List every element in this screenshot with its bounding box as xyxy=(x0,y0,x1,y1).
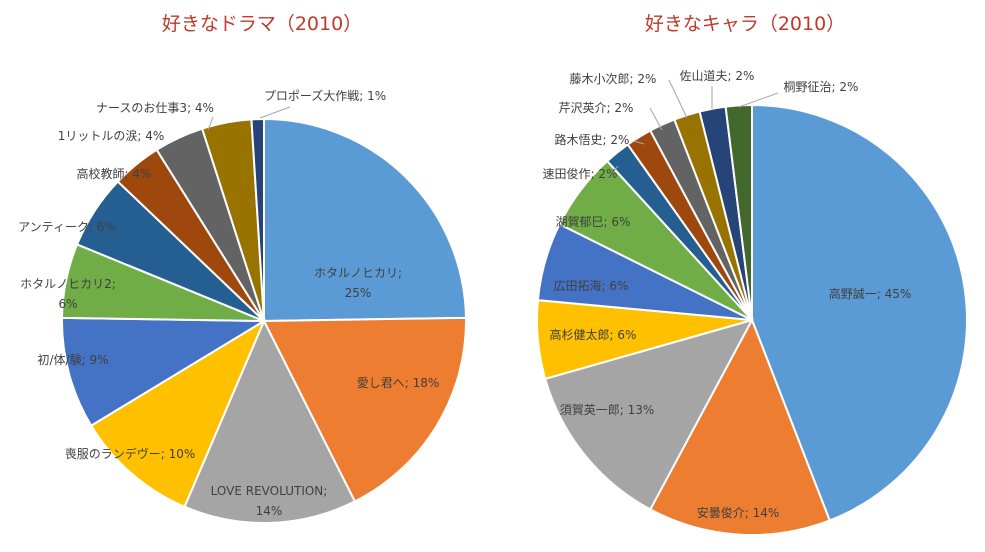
pie-slice-LOVE REVOLUTION xyxy=(183,318,357,525)
data-label-1リットルの涙: 1リットルの涙; 4% xyxy=(58,128,165,143)
data-label-愛し君へ: 愛し君へ; 18% xyxy=(357,376,440,390)
data-label-安曇俊介: 安曇俊介; 14% xyxy=(697,505,780,520)
pie-slice-安曇俊介 xyxy=(648,317,831,536)
pie-slice-ホタルノヒカリ xyxy=(263,117,467,323)
pie-slice-桐野征治 xyxy=(724,103,753,321)
drama-pie-chart: 好きなドラマ（2010） ホタルノヒカリ; 25% 愛し君へ; 18% LOVE RE… xyxy=(18,13,467,525)
data-label-佐山道夫: 佐山道夫; 2% xyxy=(680,69,755,83)
data-label-LOVE REVOLUTION: LOVE REVOLUTION; xyxy=(211,484,328,498)
data-label-pct-ホタルノヒカリ2: 6% xyxy=(58,297,77,311)
data-label-pct-ホタルノヒカリ: 25% xyxy=(345,286,372,300)
data-label-路木悟史: 路木悟史; 2% xyxy=(555,132,630,147)
data-label-広田拓海: 広田拓海; 6% xyxy=(554,278,629,293)
data-label-ホタルノヒカリ: ホタルノヒカリ; xyxy=(314,266,402,280)
data-label-速田俊作: 速田俊作; 2% xyxy=(543,166,618,181)
pie-slice-愛し君へ xyxy=(262,316,467,503)
pie-slice-高野誠一 xyxy=(751,103,968,522)
pie-slice-プロポーズ大作戦 xyxy=(250,117,265,322)
data-label-ナースのお仕事3: ナースのお仕事3; 4% xyxy=(96,101,214,115)
leader-line-桐野征治 xyxy=(738,92,779,108)
data-label-アンティーク: アンティーク; 6% xyxy=(18,220,116,234)
data-label-藤木小次郎: 藤木小次郎; 2% xyxy=(570,72,657,86)
data-label-桐野征治: 桐野征治; 2% xyxy=(784,80,859,94)
data-label-高校教師: 高校教師; 4% xyxy=(77,166,152,181)
leader-line-速田俊作 xyxy=(610,165,619,175)
leader-line-芹沢英介 xyxy=(649,107,663,131)
pie-slice-初/体/験 xyxy=(61,316,268,427)
character-pie-chart: 好きなキャラ（2010） 高野誠一; 45% 安曇俊介; 14% 須賀英一郎; 13… xyxy=(536,13,968,536)
pie-slice-須賀英一郎 xyxy=(543,318,754,511)
leader-line-ナースのお仕事3 xyxy=(207,116,214,131)
data-label-ホタルノヒカリ2: ホタルノヒカリ2; xyxy=(20,277,116,291)
leader-line-藤木小次郎 xyxy=(668,79,688,119)
data-label-初/体/験: 初/体/験; 9% xyxy=(38,352,109,367)
data-label-須賀英一郎: 須賀英一郎; 13% xyxy=(560,403,655,417)
data-label-芹沢英介: 芹沢英介; 2% xyxy=(559,101,634,115)
data-label-プロポーズ大作戦: プロポーズ大作戦; 1% xyxy=(264,88,386,103)
data-label-高野誠一: 高野誠一; 45% xyxy=(829,286,912,301)
data-label-喪服のランデヴー: 喪服のランデヴー; 10% xyxy=(65,446,196,461)
drama-chart-title: 好きなドラマ（2010） xyxy=(162,13,362,35)
data-label-高杉健太郎: 高杉健太郎; 6% xyxy=(550,327,637,342)
data-label-pct-LOVE REVOLUTION: 14% xyxy=(256,504,283,518)
character-chart-title: 好きなキャラ（2010） xyxy=(645,13,845,35)
leader-line-路木悟史 xyxy=(633,140,645,145)
data-label-湖賀郁巳: 湖賀郁巳; 6% xyxy=(556,214,631,229)
pie-slice-喪服のランデヴー xyxy=(89,318,267,509)
leader-line-プロポーズ大作戦 xyxy=(259,106,291,119)
